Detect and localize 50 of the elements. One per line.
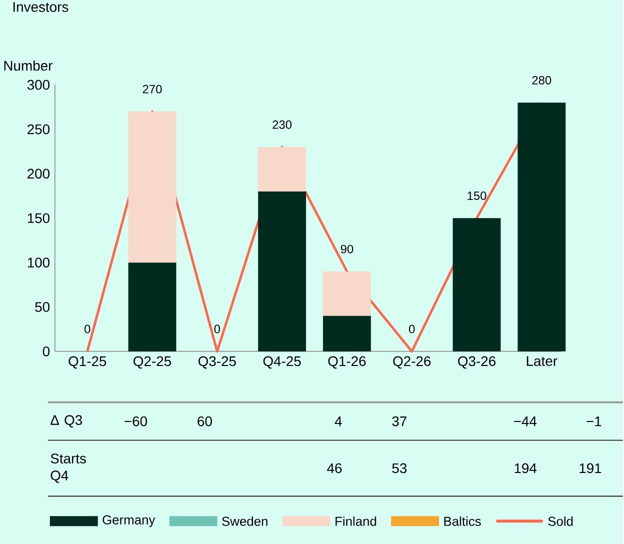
legend-label: Sold	[548, 516, 573, 526]
bar	[128, 262, 176, 352]
total-label: 90	[340, 244, 354, 254]
bar	[322, 316, 371, 352]
legend-label: Sweden	[222, 516, 268, 526]
text: 191	[580, 463, 602, 474]
x-tick-label: Later	[526, 356, 558, 366]
y-tick-label: 50	[35, 302, 50, 312]
bar	[258, 146, 306, 192]
text: Δ Q3	[50, 415, 82, 428]
y-axis-title: Number	[4, 60, 52, 71]
x-tick-label: Q3-26	[458, 356, 496, 369]
total-label: 270	[142, 84, 162, 94]
x-tick-label: Q1-25	[68, 356, 106, 369]
y-tick-label: 150	[28, 213, 50, 224]
total-label: 150	[468, 191, 486, 200]
text: −44	[514, 416, 537, 426]
total-label: 280	[532, 76, 552, 84]
bar	[128, 111, 176, 263]
bar	[258, 191, 306, 352]
x-tick-label: Q2-25	[134, 356, 172, 369]
y-tick-label: 250	[28, 124, 50, 134]
y-tick-label: 300	[27, 80, 50, 90]
text: 53	[392, 463, 407, 474]
total-label: 0	[214, 324, 220, 334]
bar	[518, 102, 566, 352]
x-tick-label: Q1-26	[328, 356, 366, 369]
text: −1	[586, 416, 602, 426]
text: 194	[514, 463, 537, 474]
text: 37	[392, 416, 406, 426]
x-tick-label: Q3-25	[198, 356, 236, 369]
text: 46	[327, 463, 342, 474]
text: 4	[334, 416, 342, 426]
legend-label: Baltics	[444, 516, 481, 526]
y-tick-label: 0	[42, 346, 50, 356]
x-tick-label: Q4-25	[263, 356, 301, 369]
chart-title: Investors	[13, 2, 68, 12]
total-label: 230	[272, 120, 292, 129]
y-tick-label: 100	[28, 258, 50, 268]
total-label: 0	[409, 324, 415, 334]
text: Starts Q4	[50, 454, 86, 483]
legend-label: Germany	[102, 515, 156, 527]
total-label: 0	[84, 324, 90, 334]
x-tick-label: Q2-26	[393, 356, 431, 369]
text: −60	[124, 416, 148, 426]
bar	[322, 271, 371, 316]
legend-label: Finland	[336, 516, 376, 526]
text: 60	[198, 416, 212, 426]
y-tick-label: 200	[28, 168, 50, 179]
bar	[452, 218, 501, 352]
